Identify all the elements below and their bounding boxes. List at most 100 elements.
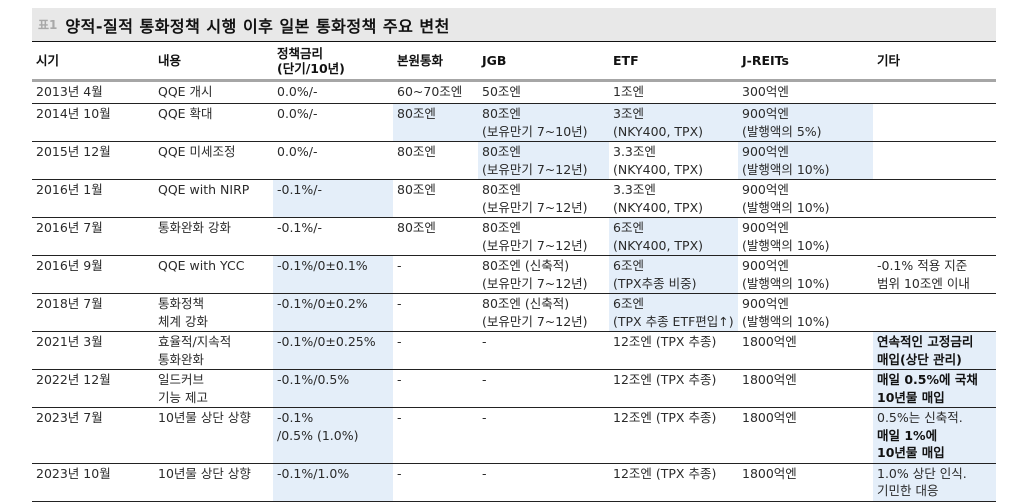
cell-line: 범위 10조엔 이내	[877, 275, 970, 291]
cell-line: 80조엔	[482, 106, 521, 121]
cell-line: 통화완화	[158, 351, 205, 367]
cell-line: /0.5% (1.0%)	[277, 427, 359, 443]
cell-rate: -0.1% /0.5% (1.0%)	[273, 407, 393, 464]
cell-line: 3.3조엔	[613, 182, 656, 197]
cell-line: 80조엔	[482, 220, 521, 235]
cell-line: (TPX 추종 ETF편입↑)	[613, 313, 734, 329]
cell-base: -	[393, 331, 478, 370]
table-row: 2022년 12월 일드커브 기능 제고 -0.1%/0.5% - - 12조엔 …	[32, 369, 996, 408]
table-row: 2018년 7월 통화정책 체계 강화 -0.1%/0±0.2% - 80조엔 (…	[32, 293, 996, 332]
cell-line: 3.3조엔	[613, 144, 656, 159]
cell-line-bold: 매입(상단 관리)	[877, 351, 962, 367]
cell-line: 통화정책	[158, 296, 205, 311]
cell-line: 900억엔	[742, 144, 789, 159]
cell-jgb: -	[478, 369, 609, 408]
cell-line: 1.0% 상단 인식.	[877, 465, 967, 481]
cell-line: 6조엔	[613, 220, 644, 235]
cell-content: QQE with YCC	[154, 255, 273, 294]
cell-period: 2021년 3월	[32, 331, 154, 370]
cell-content: 일드커브 기능 제고	[154, 369, 273, 408]
cell-line: 0.5%는 신축적.	[877, 410, 963, 425]
cell-base: 80조엔	[393, 103, 478, 142]
cell-jreit: 900억엔 (발행액의 10%)	[738, 217, 873, 256]
cell-line: 900억엔	[742, 220, 789, 235]
table-row: 2016년 9월 QQE with YCC -0.1%/0±0.1% - 80조…	[32, 255, 996, 294]
cell-content: 10년물 상단 상향	[154, 463, 273, 502]
cell-etf: 6조엔 (TPX 추종 ETF편입↑)	[609, 293, 738, 332]
cell-etf: 12조엔 (TPX 추종)	[609, 331, 738, 370]
cell-line: 80조엔 (신축적)	[482, 296, 570, 311]
table-title: 양적-질적 통화정책 시행 이후 일본 통화정책 주요 변천	[65, 16, 450, 36]
cell-etc: 매일 0.5%에 국채 10년물 매입	[873, 369, 996, 408]
cell-etf: 12조엔 (TPX 추종)	[609, 407, 738, 464]
header-etf: ETF	[609, 42, 738, 82]
cell-line: (발행액의 10%)	[742, 199, 830, 215]
cell-line: 기민한 대응	[877, 483, 939, 498]
table-row: 2021년 3월 효율적/지속적 통화완화 -0.1%/0±0.25% - - 1…	[32, 331, 996, 370]
cell-line: (NKY400, TPX)	[613, 123, 704, 139]
cell-period: 2016년 7월	[32, 217, 154, 256]
cell-line-bold: 10년물 매입	[877, 389, 945, 405]
cell-etc	[873, 179, 996, 218]
table-row: 2016년 1월 QQE with NIRP -0.1%/- 80조엔 80조엔…	[32, 179, 996, 218]
cell-line: 80조엔	[482, 182, 521, 197]
cell-etf: 12조엔 (TPX 추종)	[609, 369, 738, 408]
cell-jreit: 900억엔 (발행액의 10%)	[738, 179, 873, 218]
cell-line: (발행액의 5%)	[742, 123, 822, 139]
cell-period: 2016년 9월	[32, 255, 154, 294]
header-policy-rate-line1: 정책금리	[277, 45, 324, 61]
header-jreits: J-REITs	[738, 42, 873, 82]
cell-jgb: 80조엔 (신축적) (보유만기 7~12년)	[478, 293, 609, 332]
header-policy-rate-line2: (단기/10년)	[277, 60, 345, 76]
cell-line: 900억엔	[742, 106, 789, 121]
cell-line: 900억엔	[742, 258, 789, 273]
cell-rate: 0.0%/-	[273, 141, 393, 180]
cell-rate: -0.1%/0.5%	[273, 369, 393, 408]
cell-line-bold: 10년물 매입	[877, 445, 945, 460]
cell-jreit: 900억엔 (발행액의 5%)	[738, 103, 873, 142]
cell-rate: -0.1%/0±0.25%	[273, 331, 393, 370]
cell-line: -0.1% 적용 지준	[877, 258, 968, 273]
table-title-bar: 표1 양적-질적 통화정책 시행 이후 일본 통화정책 주요 변천	[32, 8, 996, 42]
cell-content: QQE 미세조정	[154, 141, 273, 180]
cell-etf: 3조엔 (NKY400, TPX)	[609, 103, 738, 142]
cell-line: (발행액의 10%)	[742, 313, 830, 329]
cell-content: 통화완화 강화	[154, 217, 273, 256]
cell-line: (NKY400, TPX)	[613, 237, 704, 253]
cell-content: QQE 개시	[154, 80, 273, 104]
cell-jgb: -	[478, 407, 609, 464]
cell-line: 일드커브	[158, 372, 205, 387]
monetary-policy-table: 시기 내용 정책금리 (단기/10년) 본원통화 JGB ETF J-REITs…	[32, 42, 996, 502]
cell-jreit: 1800억엔	[738, 369, 873, 408]
cell-line: 6조엔	[613, 296, 644, 311]
cell-line: 80조엔 (신축적)	[482, 258, 570, 273]
table-row: 2016년 7월 통화완화 강화 -0.1%/- 80조엔 80조엔 (보유만기 …	[32, 217, 996, 256]
table-row: 2013년 4월 QQE 개시 0.0%/- 60~70조엔 50조엔 1조엔 …	[32, 80, 996, 104]
cell-rate: -0.1%/-	[273, 179, 393, 218]
cell-etc	[873, 80, 996, 104]
cell-line: 900억엔	[742, 182, 789, 197]
cell-content: 10년물 상단 상향	[154, 407, 273, 464]
cell-line: 체계 강화	[158, 313, 208, 329]
cell-line: (NKY400, TPX)	[613, 161, 704, 177]
cell-base: 80조엔	[393, 217, 478, 256]
header-policy-rate: 정책금리 (단기/10년)	[273, 42, 393, 82]
cell-period: 2016년 1월	[32, 179, 154, 218]
cell-etc	[873, 141, 996, 180]
cell-line: -0.1%	[277, 410, 314, 425]
cell-line: (보유만기 7~10년)	[482, 123, 588, 139]
cell-line-bold: 매일 1%에	[877, 427, 938, 443]
cell-etf: 3.3조엔 (NKY400, TPX)	[609, 179, 738, 218]
cell-rate: 0.0%/-	[273, 103, 393, 142]
cell-rate: -0.1%/0±0.1%	[273, 255, 393, 294]
cell-jgb: 80조엔 (보유만기 7~12년)	[478, 217, 609, 256]
cell-line: (보유만기 7~12년)	[482, 199, 588, 215]
cell-line: 6조엔	[613, 258, 644, 273]
cell-jreit: 900억엔 (발행액의 10%)	[738, 293, 873, 332]
cell-line: 900억엔	[742, 296, 789, 311]
cell-line: (보유만기 7~12년)	[482, 313, 588, 329]
table-row: 2023년 7월 10년물 상단 상향 -0.1%/0.5% (1.0%) - …	[32, 407, 996, 464]
cell-etf: 12조엔 (TPX 추종)	[609, 463, 738, 502]
